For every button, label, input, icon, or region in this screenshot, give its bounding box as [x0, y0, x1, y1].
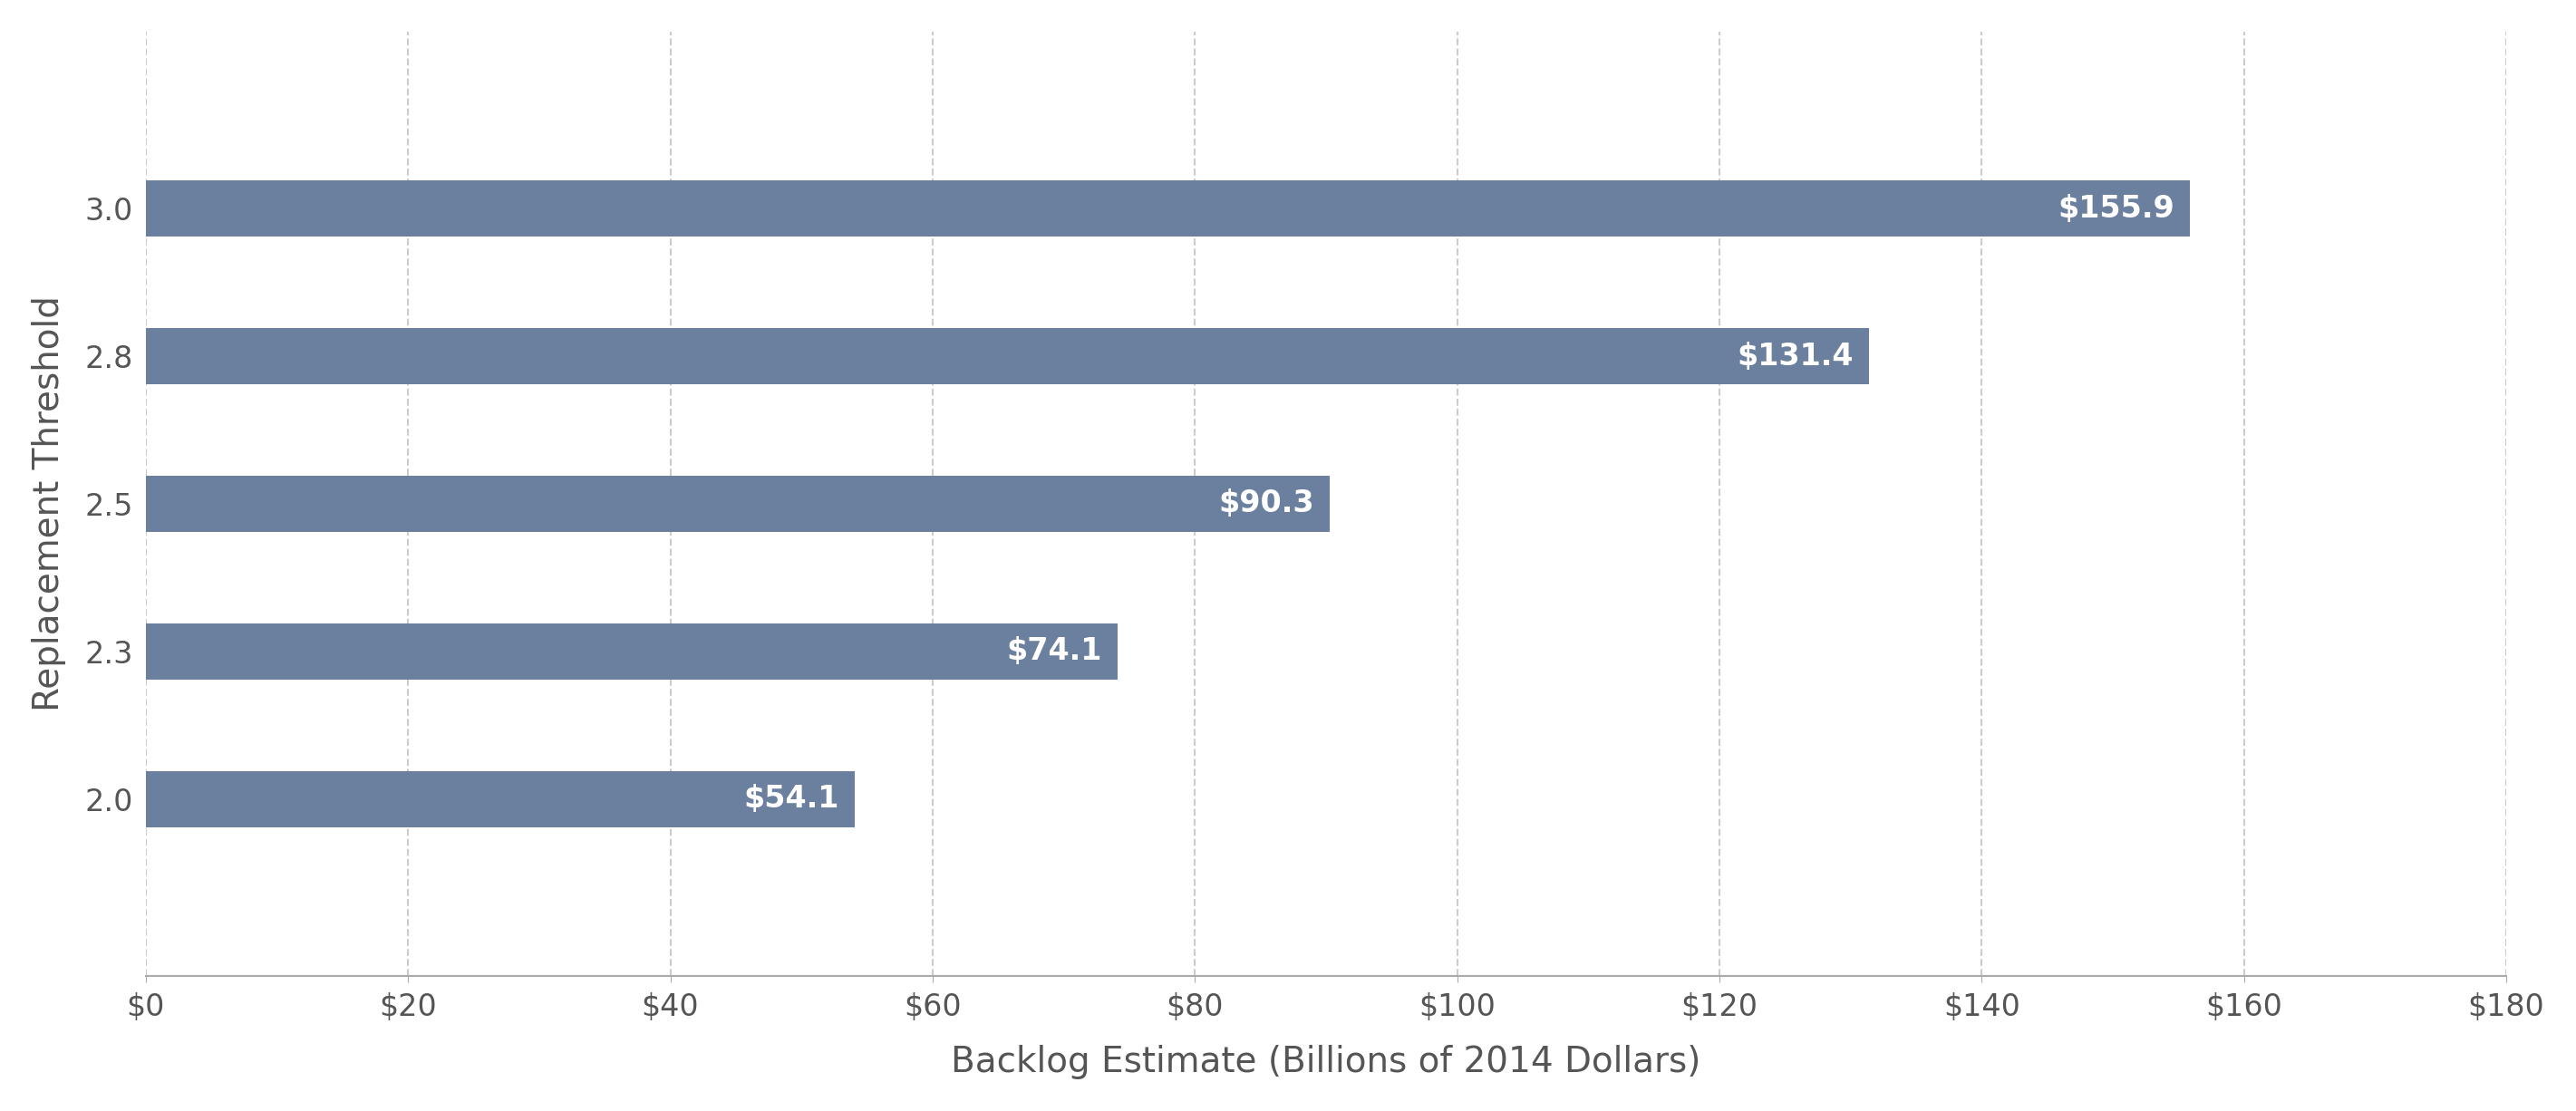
Text: $90.3: $90.3 — [1218, 489, 1314, 519]
Text: $131.4: $131.4 — [1736, 341, 1852, 371]
Text: $155.9: $155.9 — [2058, 193, 2174, 223]
Y-axis label: Replacement Threshold: Replacement Threshold — [31, 296, 67, 712]
Bar — [147, 476, 1329, 532]
Text: $74.1: $74.1 — [1007, 637, 1103, 667]
Text: $54.1: $54.1 — [744, 784, 840, 814]
Bar — [147, 181, 2190, 237]
X-axis label: Backlog Estimate (Billions of 2014 Dollars): Backlog Estimate (Billions of 2014 Dolla… — [951, 1045, 1700, 1080]
Bar — [147, 328, 1868, 384]
Bar — [147, 623, 1118, 680]
Bar — [147, 771, 855, 827]
